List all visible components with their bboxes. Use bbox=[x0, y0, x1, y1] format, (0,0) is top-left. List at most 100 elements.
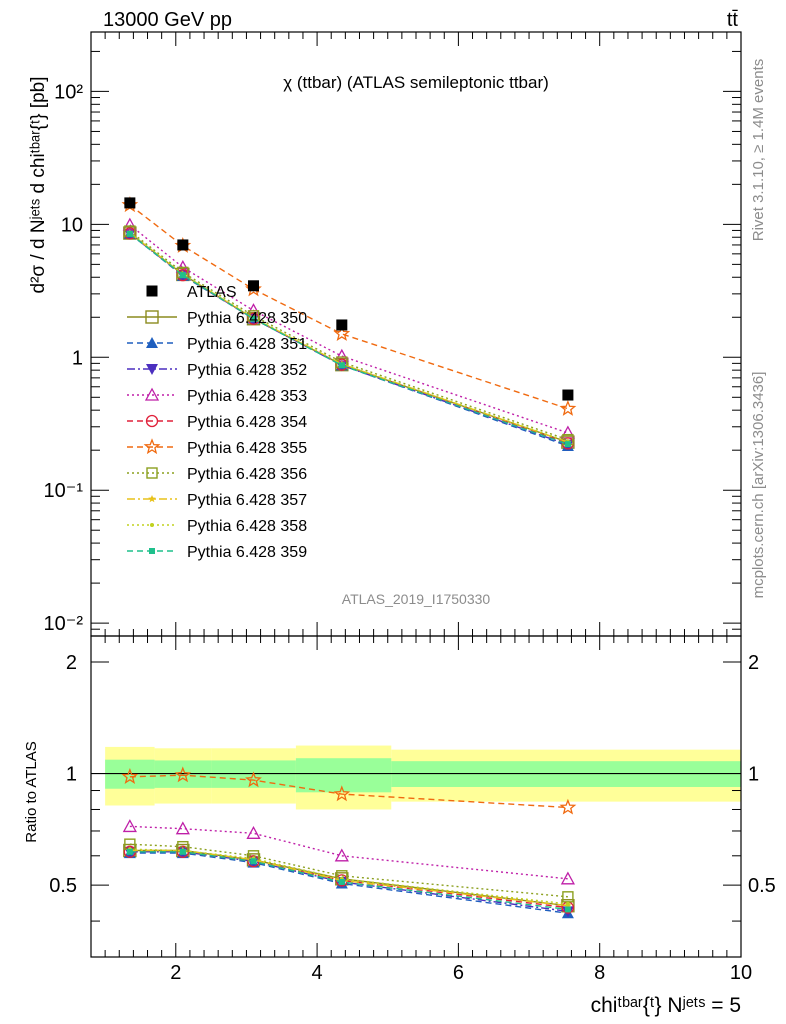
series-ratio-point bbox=[560, 871, 575, 885]
series-pythia-6-428-355 bbox=[121, 196, 577, 815]
plot-title: χ (ttbar) (ATLAS semileptonic ttbar) bbox=[283, 73, 549, 92]
axis-tick-labels: 2 4 6 8 10 10⁻² 10⁻¹ 1 10 10² 0.5 0.5 1 1 2 2 bbox=[44, 81, 776, 984]
legend-entry: Pythia 6.428 351 bbox=[127, 336, 307, 353]
series-pythia-6-428-354 bbox=[123, 227, 575, 914]
legend-label: Pythia 6.428 352 bbox=[187, 362, 307, 379]
main-y-axis-label: d²σ / d Nʲᵉᵗˢ d chiᵗᵇᵃʳ{ᵗ} [pb] bbox=[28, 77, 49, 294]
mcplots-label: mcplots.cern.ch [arXiv:1306.3436] bbox=[750, 372, 767, 599]
legend-marker bbox=[146, 364, 158, 375]
legend-label: Pythia 6.428 358 bbox=[187, 518, 307, 535]
legend-label: Pythia 6.428 353 bbox=[187, 388, 307, 405]
process-label: tt̄ bbox=[727, 9, 739, 31]
x-tick-label: 4 bbox=[312, 962, 323, 984]
analysis-id: ATLAS_2019_I1750330 bbox=[342, 591, 491, 607]
series-ratio-point bbox=[565, 901, 570, 906]
legend-entry: Pythia 6.428 357 bbox=[127, 492, 307, 509]
legend-label: Pythia 6.428 356 bbox=[187, 466, 307, 483]
series-ratio-point bbox=[250, 858, 257, 865]
series-point bbox=[179, 272, 186, 279]
series-ratio-point bbox=[338, 878, 345, 885]
legend-entry: Pythia 6.428 355 bbox=[127, 438, 307, 457]
series-ratio-point bbox=[179, 848, 186, 855]
series-ratio-point bbox=[334, 848, 349, 862]
y-tick-label: 10² bbox=[54, 81, 83, 103]
legend-label: Pythia 6.428 357 bbox=[187, 492, 307, 509]
series-point bbox=[564, 441, 571, 448]
y-tick-label: 10⁻² bbox=[44, 613, 84, 635]
series-ratio-point bbox=[126, 848, 133, 855]
legend: ATLAS Pythia 6.428 350 Pythia 6.428 351 Pyt… bbox=[127, 284, 307, 561]
legend-entry: Pythia 6.428 356 bbox=[127, 466, 307, 483]
series-ratio-line bbox=[129, 774, 568, 809]
series-ratio-line bbox=[129, 843, 568, 898]
ratio-band-inner bbox=[295, 758, 392, 793]
series-ratio-point bbox=[174, 766, 192, 783]
legend-marker bbox=[143, 438, 161, 455]
legend-label: Pythia 6.428 350 bbox=[187, 310, 307, 327]
legend-label: Pythia 6.428 351 bbox=[187, 336, 307, 353]
legend-label: Pythia 6.428 355 bbox=[187, 440, 307, 457]
legend-entry: ATLAS bbox=[146, 284, 237, 301]
ratio-tick-label-right: 2 bbox=[748, 652, 759, 674]
atlas-data-point bbox=[562, 389, 574, 401]
series-ratio-line bbox=[129, 849, 568, 907]
legend-label: Pythia 6.428 354 bbox=[187, 414, 307, 431]
series-ratio-point bbox=[245, 771, 262, 788]
series-ratio-point bbox=[175, 821, 190, 835]
series-ratio-line bbox=[129, 825, 568, 880]
x-tick-label: 6 bbox=[453, 962, 464, 984]
series-ratio-line bbox=[129, 848, 568, 905]
series-ratio-point bbox=[333, 785, 351, 802]
legend-label: Pythia 6.428 359 bbox=[187, 544, 307, 561]
series-ratio-point bbox=[122, 819, 137, 833]
ratio-y-axis-label: Ratio to ATLAS bbox=[23, 741, 40, 842]
ratio-tick-label: 1 bbox=[66, 764, 77, 786]
legend-entry: Pythia 6.428 354 bbox=[127, 414, 307, 431]
legend-entry: Pythia 6.428 352 bbox=[127, 362, 307, 379]
legend-marker bbox=[146, 467, 158, 479]
series-ratio-point bbox=[121, 767, 139, 784]
atlas-data-points bbox=[124, 197, 574, 401]
legend-entry: Pythia 6.428 358 bbox=[127, 518, 307, 535]
series-point bbox=[126, 230, 133, 237]
x-tick-label: 2 bbox=[170, 962, 181, 984]
series-point bbox=[250, 315, 257, 322]
legend-entry: Pythia 6.428 353 bbox=[127, 387, 307, 405]
x-tick-label: 8 bbox=[594, 962, 605, 984]
atlas-data-point bbox=[124, 197, 136, 209]
ratio-tick-label: 0.5 bbox=[49, 875, 77, 897]
ratio-tick-label: 2 bbox=[66, 652, 77, 674]
legend-marker bbox=[146, 337, 158, 348]
legend-marker bbox=[148, 495, 156, 503]
series-point bbox=[338, 362, 345, 369]
y-tick-label: 1 bbox=[72, 347, 83, 369]
y-tick-label: 10 bbox=[61, 214, 83, 236]
atlas-data-point bbox=[177, 239, 189, 251]
x-tick-label: 10 bbox=[730, 962, 752, 984]
rivet-label: Rivet 3.1.10, ≥ 1.4M events bbox=[750, 59, 767, 242]
series-pythia-6-428-359 bbox=[126, 230, 571, 913]
legend-marker bbox=[145, 414, 159, 428]
legend-marker bbox=[149, 548, 155, 554]
legend-marker bbox=[150, 523, 154, 527]
mc-curves bbox=[121, 196, 577, 919]
ratio-tick-label-right: 1 bbox=[748, 764, 759, 786]
ratio-tick-label-right: 0.5 bbox=[748, 875, 776, 897]
series-point bbox=[333, 325, 351, 341]
series-point bbox=[559, 399, 577, 416]
legend-entry: Pythia 6.428 359 bbox=[127, 544, 307, 561]
ratio-band-inner bbox=[105, 759, 155, 789]
ratio-uncertainty-bands bbox=[91, 745, 741, 810]
legend-marker bbox=[144, 387, 160, 401]
energy-label: 13000 GeV pp bbox=[103, 9, 232, 31]
axis-ticks bbox=[91, 32, 742, 957]
y-tick-label: 10⁻¹ bbox=[44, 480, 84, 502]
legend-label: ATLAS bbox=[187, 284, 237, 301]
series-ratio-point bbox=[246, 825, 261, 839]
legend-marker bbox=[145, 310, 159, 324]
atlas-data-point bbox=[336, 319, 348, 331]
series-line bbox=[129, 204, 569, 410]
legend-marker bbox=[146, 285, 158, 297]
legend-entry: Pythia 6.428 350 bbox=[127, 310, 307, 327]
